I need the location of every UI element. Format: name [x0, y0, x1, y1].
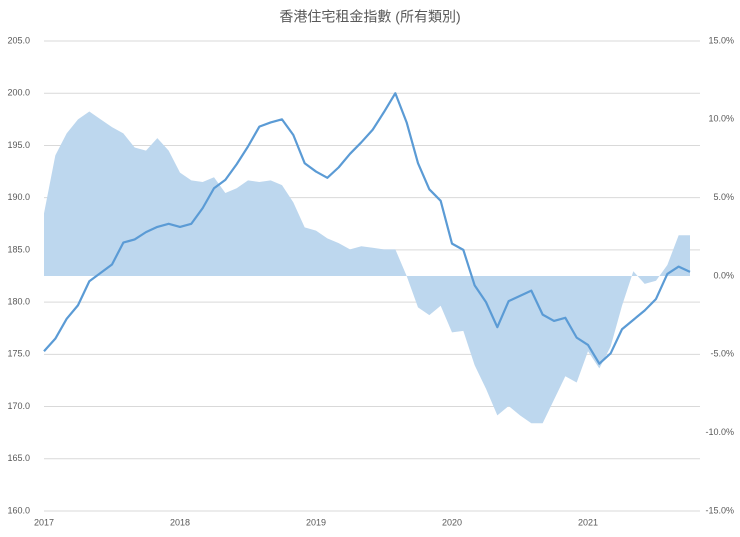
y-tick-label: 180.0: [7, 296, 30, 306]
y2-tick-label: -15.0%: [705, 505, 734, 515]
y-tick-label: 175.0: [7, 349, 30, 359]
x-tick-label: 2021: [578, 517, 598, 527]
y-tick-label: 205.0: [7, 35, 30, 45]
line: [43, 92, 691, 365]
x-tick-label: 2017: [34, 517, 54, 527]
y-tick-label: 160.0: [7, 505, 30, 515]
y-tick-label: 200.0: [7, 88, 30, 98]
y-tick-label: 165.0: [7, 453, 30, 463]
y2-tick-label: -10.0%: [705, 427, 734, 437]
x-tick-label: 2018: [170, 517, 190, 527]
y2-tick-label: 0.0%: [713, 270, 734, 280]
y2-tick-label: -5.0%: [710, 349, 734, 359]
y-tick-label: 195.0: [7, 140, 30, 150]
y-tick-label: 170.0: [7, 401, 30, 411]
y-tick-label: 185.0: [7, 244, 30, 254]
chart-title: 香港住宅租金指數 (所有類別): [279, 9, 460, 25]
x-tick-label: 2019: [306, 517, 326, 527]
area: [44, 111, 690, 424]
y2-tick-label: 10.0%: [708, 114, 734, 124]
y2-tick-label: 15.0%: [708, 35, 734, 45]
x-tick-label: 2020: [442, 517, 462, 527]
y2-tick-label: 5.0%: [713, 192, 734, 202]
y-tick-label: 190.0: [7, 192, 30, 202]
